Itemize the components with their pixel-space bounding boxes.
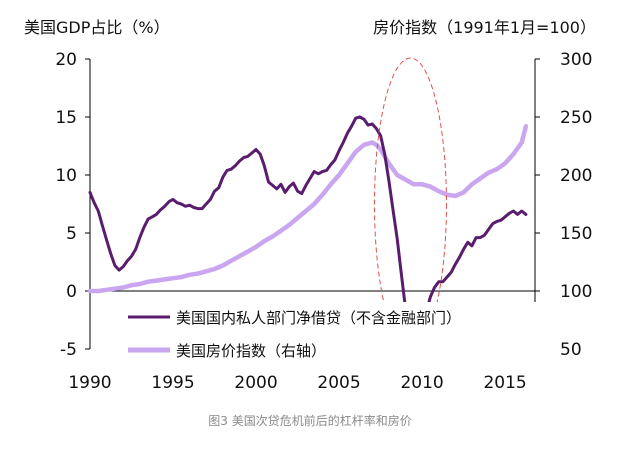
right-axis-title: 房价指数（1991年1月=100） [373,18,596,37]
right-tick-label: 300 [560,50,592,70]
series-line-private-net-lending [88,115,528,334]
legend-label-house-price-index: 美国房价指数（右轴） [176,342,326,360]
left-tick-label: 0 [66,282,77,302]
left-axis-tick-labels: -5 0 5 10 15 20 [55,50,77,360]
right-tick-label: 250 [560,108,592,128]
series-line-house-price-index [87,124,529,294]
right-tick-label: 150 [560,224,592,244]
figure-caption: 图3 美国次贷危机前后的杠杆率和房价 [208,414,412,428]
chart-axes [85,58,540,350]
x-tick-label: 2015 [483,373,526,393]
legend: 美国国内私人部门净借贷（不含金融部门） 美国房价指数（右轴） [118,302,548,360]
left-tick-label: 15 [55,108,77,128]
left-tick-label: 5 [66,224,77,244]
x-tick-label: 2005 [317,373,360,393]
x-tick-label: 2010 [400,373,443,393]
right-tick-label: 200 [560,166,592,186]
right-tick-label: 50 [560,340,582,360]
left-axis-title: 美国GDP占比（%） [24,18,170,37]
right-axis-tick-labels: 50 100 150 200 250 300 [560,50,592,360]
legend-label-private-net-lending: 美国国内私人部门净借贷（不含金融部门） [176,309,461,327]
legend-background [118,302,548,360]
x-tick-label: 1990 [68,373,111,393]
series-lines [87,115,529,334]
x-tick-label: 2000 [234,373,277,393]
left-tick-label: -5 [60,340,77,360]
left-tick-label: 20 [55,50,77,70]
left-tick-label: 10 [55,166,77,186]
x-axis-tick-labels: 1990 1995 2000 2005 2010 2015 [68,373,526,393]
x-tick-label: 1995 [151,373,194,393]
right-tick-label: 100 [560,282,592,302]
